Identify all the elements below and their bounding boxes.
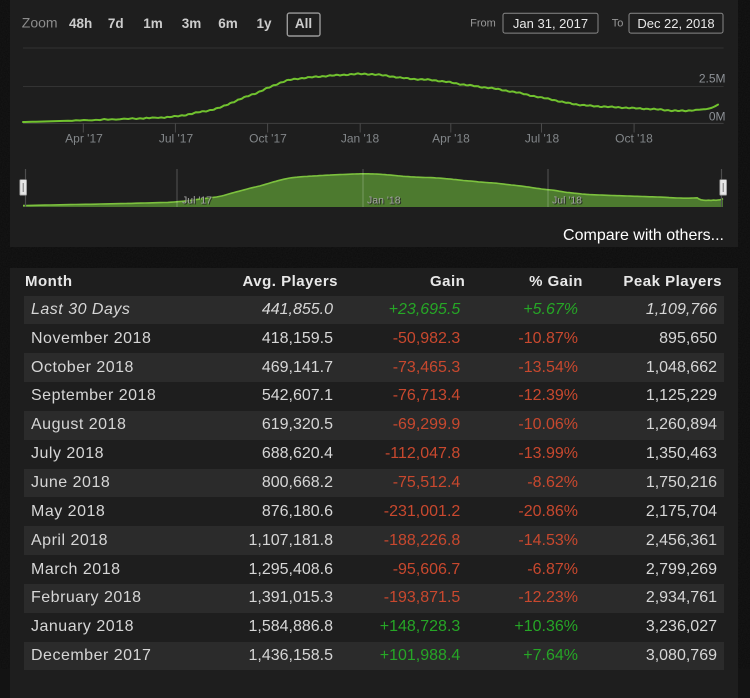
svg-text:Jul '17: Jul '17 [183,196,213,208]
svg-text:All: All [295,16,312,31]
svg-text:0M: 0M [709,109,726,123]
svg-text:Jan 31, 2017: Jan 31, 2017 [513,16,588,31]
svg-text:6m: 6m [218,16,238,31]
svg-text:48h: 48h [69,16,92,31]
svg-text:1y: 1y [256,16,272,31]
svg-text:Jul '18: Jul '18 [553,196,583,208]
svg-text:Oct '17: Oct '17 [249,131,287,145]
svg-text:Apr '17: Apr '17 [65,131,103,145]
svg-text:7d: 7d [108,16,124,31]
svg-text:To: To [612,18,624,30]
svg-text:From: From [470,18,496,30]
svg-text:Jul '18: Jul '18 [525,131,560,145]
svg-text:Apr '18: Apr '18 [432,131,470,145]
svg-text:2.5M: 2.5M [699,72,726,86]
svg-text:Jan '18: Jan '18 [368,196,402,208]
svg-text:Jul '17: Jul '17 [159,131,194,145]
svg-text:Zoom: Zoom [22,15,58,31]
svg-text:Jan '18: Jan '18 [367,195,401,207]
svg-text:1m: 1m [143,16,163,31]
svg-text:Jul '18: Jul '18 [552,195,582,207]
svg-text:Oct '18: Oct '18 [615,131,653,145]
svg-text:Jan '18: Jan '18 [341,131,380,145]
svg-text:Dec 22, 2018: Dec 22, 2018 [637,16,714,31]
svg-text:Jul '17: Jul '17 [182,195,212,207]
svg-text:3m: 3m [182,16,202,31]
